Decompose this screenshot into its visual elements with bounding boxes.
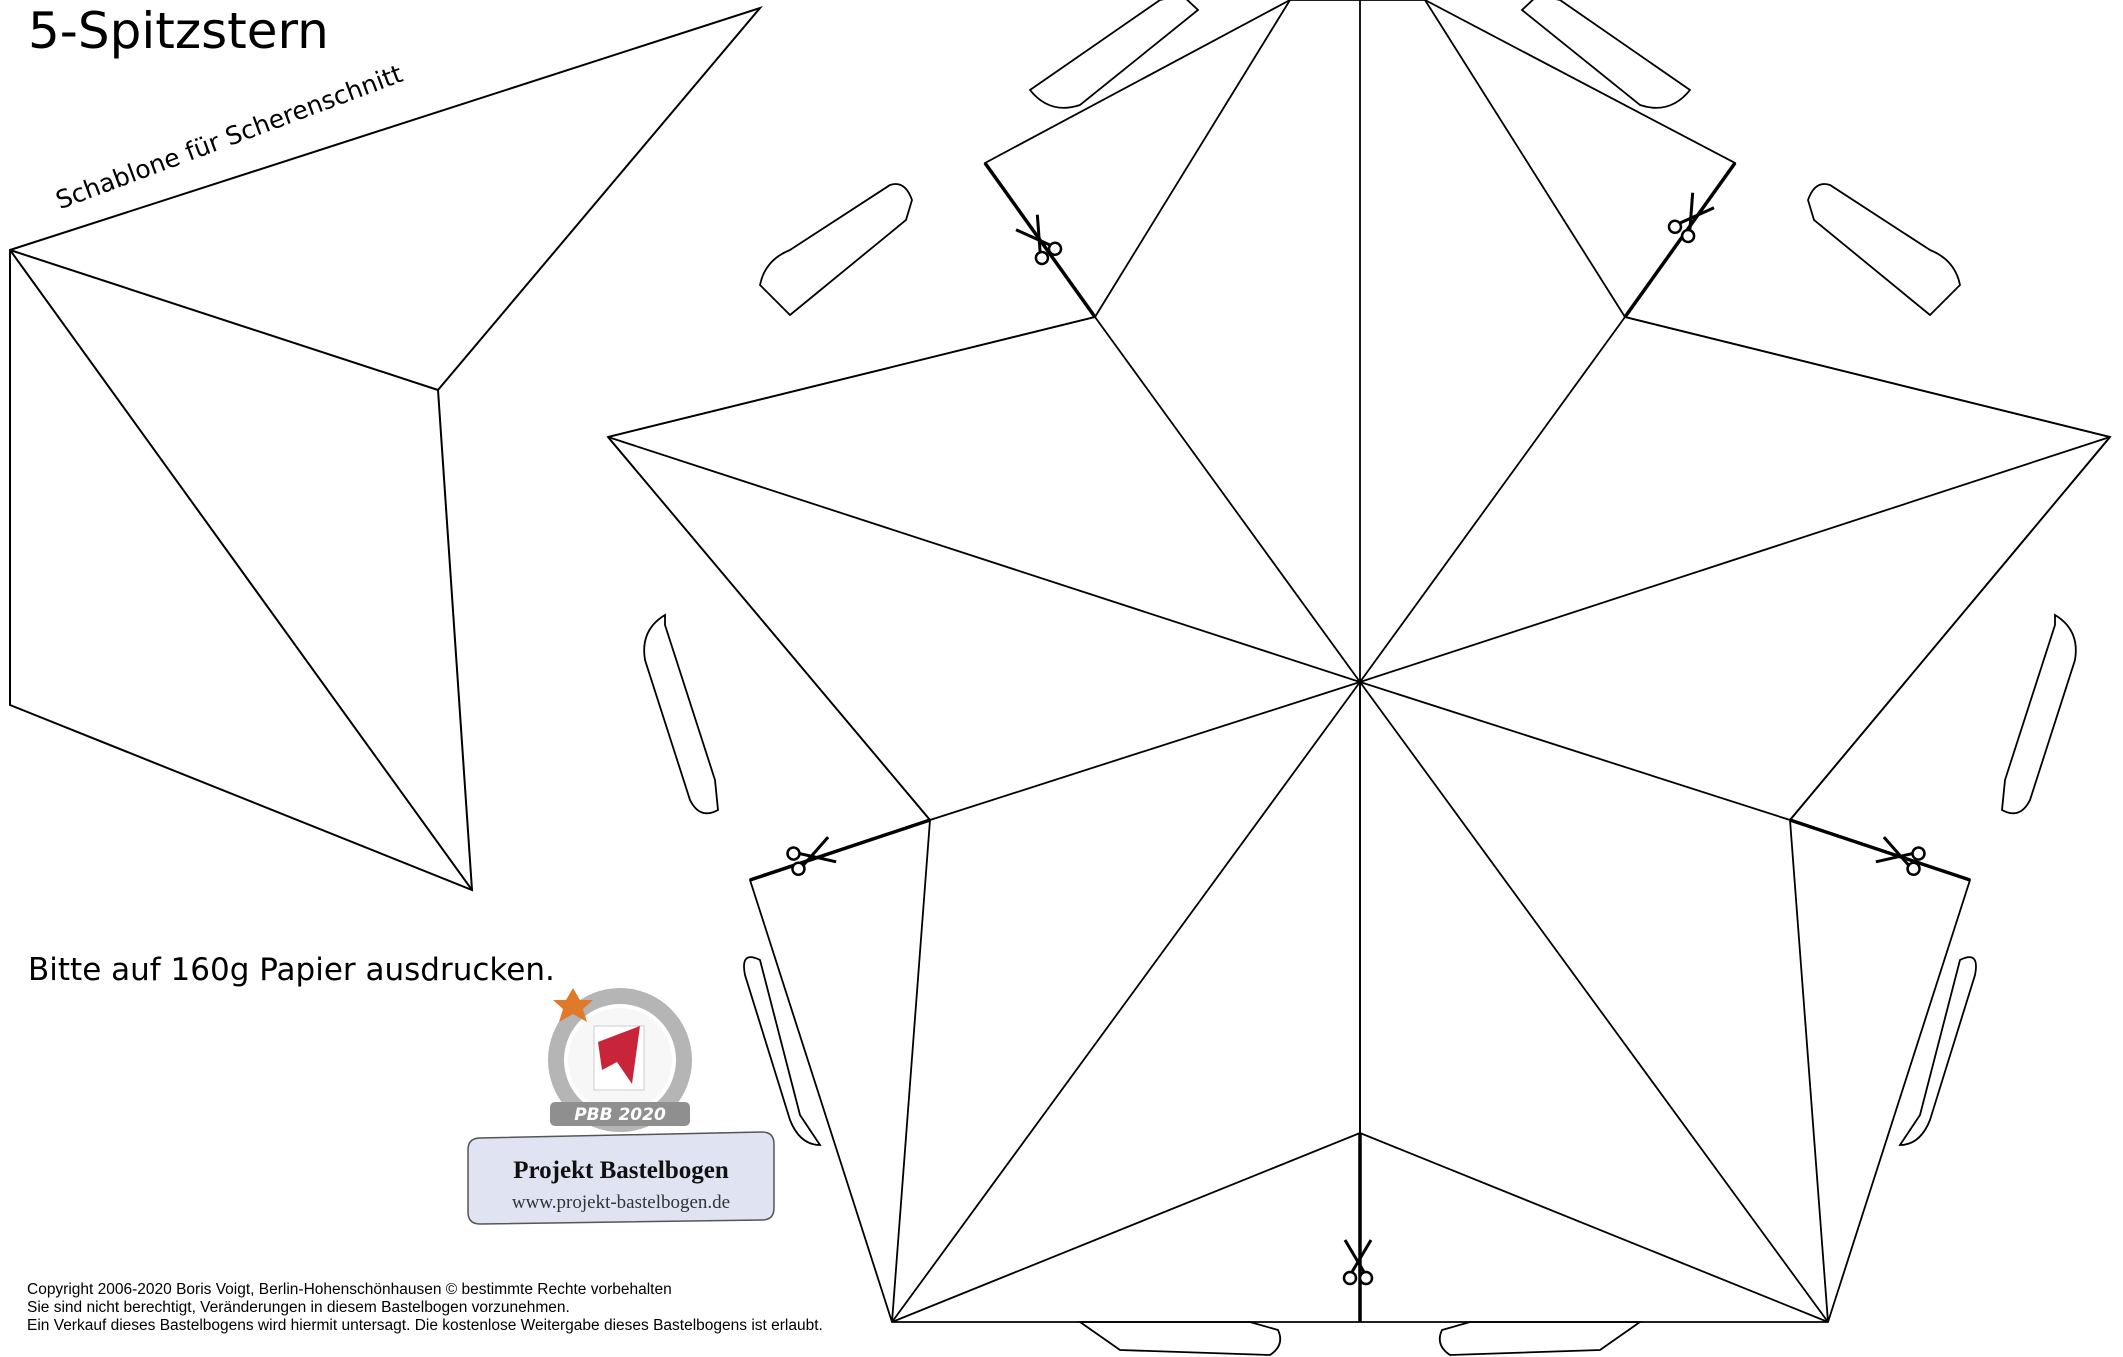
logo-emblem: PBB 2020 Projekt Bastelbogen www.projekt… <box>467 988 775 1225</box>
copyright-line: Copyright 2006-2020 Boris Voigt, Berlin-… <box>27 1281 672 1298</box>
logo-badge: PBB 2020 <box>574 1105 666 1125</box>
scissors-icon <box>1342 1238 1374 1286</box>
scissors-icon <box>784 834 838 878</box>
glue-tabs <box>643 0 2077 1356</box>
star-net <box>606 0 2112 1323</box>
print-note: Bitte auf 160g Papier ausdrucken. <box>28 952 555 988</box>
copyright-line: Sie sind nicht berechtigt, Veränderungen… <box>27 1299 570 1316</box>
template-shape <box>9 5 764 892</box>
logo-url: www.projekt-bastelbogen.de <box>512 1192 730 1213</box>
copyright-notice: Copyright 2006-2020 Boris Voigt, Berlin-… <box>27 1281 823 1335</box>
logo-name: Projekt Bastelbogen <box>513 1157 729 1184</box>
logo: PBB 2020 Projekt Bastelbogen www.projekt… <box>467 988 775 1225</box>
copyright-line: Ein Verkauf dieses Bastelbogens wird hie… <box>27 1317 823 1334</box>
scissors-icon <box>1013 212 1065 268</box>
page-title: 5-Spitzstern <box>28 2 329 60</box>
scissors-icon <box>1874 834 1928 878</box>
